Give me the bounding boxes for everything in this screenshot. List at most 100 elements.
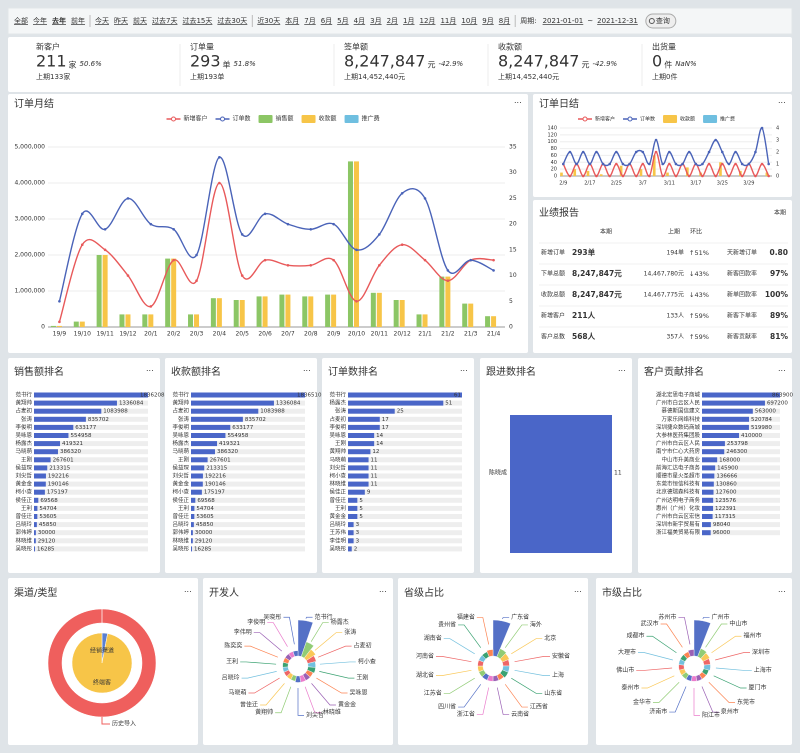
panel-more: ···: [303, 367, 311, 376]
bar: [331, 294, 337, 327]
legend-swatch: [703, 115, 718, 123]
bar: [702, 465, 716, 471]
legend-label: 新增客户: [184, 115, 208, 123]
rose-label: 吴晓彤: [263, 613, 281, 621]
bar: [702, 530, 711, 536]
bar-value: 17: [382, 417, 389, 423]
x-tick-label: 20/8: [304, 331, 318, 338]
bar-value: 117315: [715, 514, 736, 520]
metric-label: 新单回款率: [727, 291, 757, 299]
filter-option[interactable]: 前年: [71, 16, 85, 25]
bar-value: 835702: [88, 417, 109, 423]
panel-more: ···: [778, 588, 786, 597]
filter-option[interactable]: 12月: [420, 17, 436, 25]
panel-more: ···: [379, 588, 387, 597]
bar-value: 3: [356, 530, 360, 536]
bar: [462, 303, 468, 327]
bar-name: 吕晓玲: [172, 520, 189, 528]
bar-name: 林晓维: [329, 480, 346, 488]
filter-option[interactable]: 今年: [33, 16, 47, 25]
filter-option[interactable]: 前天: [133, 16, 147, 25]
bar-value: 61: [454, 393, 461, 399]
date-start[interactable]: 2021-01-01: [543, 17, 584, 25]
bar: [348, 449, 371, 455]
filter-option[interactable]: 5月: [337, 17, 348, 25]
bar-track: [702, 505, 780, 511]
panel-title: 开发人: [209, 586, 239, 599]
bar-value: 863900: [772, 393, 793, 399]
bar: [702, 441, 725, 447]
bar-name: 湖北宏思电子商城: [656, 391, 701, 399]
line-point: [172, 258, 175, 262]
line-point: [615, 150, 618, 154]
filter-option[interactable]: 3月: [370, 17, 381, 25]
filter-option[interactable]: 7月: [304, 17, 315, 25]
line-point: [446, 269, 450, 272]
bar-track: [348, 497, 462, 503]
filter-option[interactable]: 8月: [499, 17, 510, 25]
filter-option[interactable]: 6月: [321, 17, 332, 25]
bar: [191, 505, 195, 511]
bar: [188, 314, 194, 327]
legend-swatch: [663, 115, 678, 123]
filter-option[interactable]: 9月: [482, 17, 493, 25]
bar-value: 175197: [204, 490, 225, 496]
filter-option[interactable]: 1月: [403, 17, 414, 25]
filter-option[interactable]: 过去15天: [182, 16, 212, 25]
line-point: [668, 162, 671, 166]
bar-track: [348, 473, 462, 479]
panel-more: ···: [778, 367, 786, 376]
y-tick-label: 140: [547, 126, 557, 132]
bar: [256, 296, 262, 327]
bar-value: 519980: [751, 425, 772, 431]
filter-option[interactable]: 2月: [387, 17, 398, 25]
filter-option[interactable]: 近30天: [257, 16, 280, 25]
x-tick-label: 19/10: [74, 331, 91, 338]
bar: [191, 416, 243, 422]
panel: [203, 578, 393, 745]
bar-value: 69568: [197, 498, 215, 504]
filter-option[interactable]: 过去7天: [152, 16, 177, 25]
line-point: [568, 174, 572, 178]
bar: [34, 481, 46, 487]
bar-track: [702, 449, 780, 455]
bar: [702, 489, 714, 495]
filter-option[interactable]: 4月: [354, 17, 365, 25]
bar-track: [34, 538, 148, 544]
leader-line: [705, 623, 728, 648]
legend-dot: [171, 116, 176, 122]
filter-option[interactable]: 10月: [461, 17, 477, 25]
bar-value: 9: [367, 490, 371, 496]
bar-value: 14: [376, 441, 383, 447]
leader-line: [511, 638, 543, 655]
filter-option[interactable]: 去年: [52, 16, 66, 25]
leader-line: [646, 635, 677, 654]
metric-change: ↓43%: [689, 270, 709, 278]
filter-option[interactable]: 过去30天: [217, 16, 247, 25]
bar: [308, 296, 314, 327]
filter-option[interactable]: 11月: [440, 17, 456, 25]
x-tick-label: 20/4: [213, 331, 227, 338]
line-point: [621, 162, 625, 166]
bar: [348, 473, 369, 479]
filter-option[interactable]: 昨天: [114, 16, 128, 25]
date-end[interactable]: 2021-12-31: [597, 17, 638, 25]
metric-value: 8,247,847元: [572, 290, 622, 299]
filter-option[interactable]: 全部: [14, 16, 28, 25]
rose-label: 四川省: [438, 703, 456, 711]
bar: [191, 457, 208, 463]
line-point: [740, 162, 744, 166]
line-point: [126, 274, 130, 277]
bar: [485, 316, 491, 327]
bar-track: [34, 489, 148, 495]
bar-name: 广州市白云区人民: [656, 439, 701, 447]
query-button[interactable]: [645, 13, 677, 29]
bar-track: [191, 505, 305, 511]
bar: [376, 292, 382, 327]
filter-option[interactable]: 今天: [95, 16, 109, 25]
bar-name: 占麦初: [172, 407, 189, 415]
line-point: [694, 162, 698, 166]
bar-value: 136666: [716, 474, 737, 480]
metric-value: 81%: [770, 332, 788, 341]
filter-option[interactable]: 本月: [285, 16, 299, 25]
